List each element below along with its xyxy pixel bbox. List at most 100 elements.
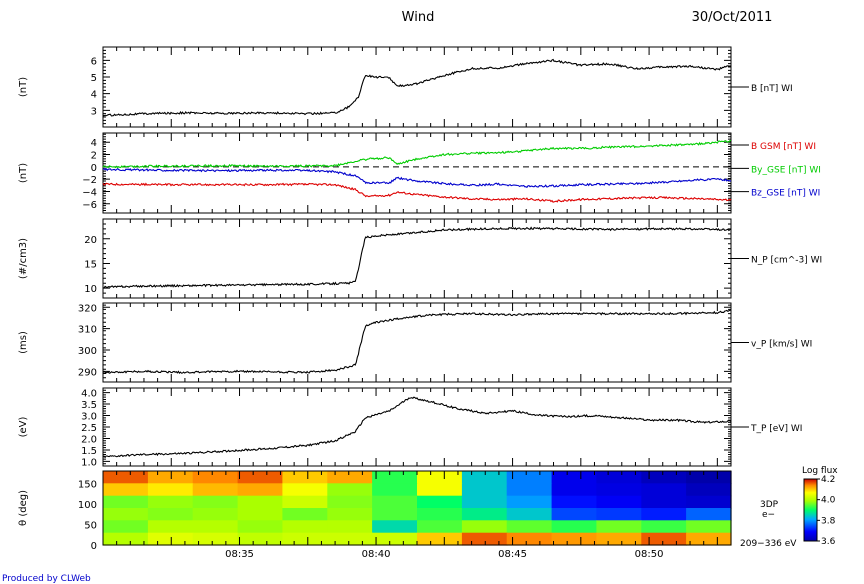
y-tick-label-2-1: 15 (84, 259, 97, 270)
heatmap-cell-1-10 (551, 483, 598, 497)
y-axis-label-4: (eV) (18, 417, 29, 438)
instrument-label: 3DP (760, 500, 779, 510)
y-tick-label-4-2: 2.0 (81, 434, 97, 445)
heatmap-cell-5-5 (327, 532, 373, 546)
y-tick-label-1-2: −2 (82, 175, 97, 186)
species-label: e− (762, 510, 775, 520)
heatmap-cell-1-8 (461, 483, 508, 497)
heatmap-cell-0-0 (103, 471, 149, 484)
y-axis-label-0: (nT) (18, 77, 29, 97)
time-tick-label-0: 08:35 (225, 549, 254, 560)
panel-frame-3 (102, 302, 732, 383)
panel-y-ticks-3 (103, 304, 731, 383)
heatmap-cell-4-4 (282, 520, 328, 534)
time-tick-label-2: 08:45 (498, 549, 527, 560)
heatmap-cell-3-10 (551, 508, 598, 521)
heatmap-cell-4-12 (641, 520, 687, 534)
heatmap-cell-1-5 (327, 483, 373, 497)
legend-label-1-1: By_GSE [nT] WI (751, 165, 821, 175)
heatmap-cell-2-5 (327, 495, 373, 509)
heatmap-cell-1-9 (506, 483, 553, 497)
heatmap-cell-3-2 (192, 508, 239, 521)
panel-time-ticks-1 (102, 133, 732, 213)
heatmap-cell-5-12 (641, 532, 687, 546)
series-line-1-2 (102, 167, 732, 189)
y-axis-label-3: (ms) (18, 331, 29, 354)
heatmap-cell-0-3 (237, 471, 284, 484)
y-tick-label-2-0: 10 (84, 284, 97, 295)
heatmap-cell-3-9 (506, 508, 553, 521)
panel-y-ticks-4 (103, 387, 731, 467)
heatmap-cell-3-0 (103, 508, 149, 521)
y-tick-label-0-0: 3 (91, 106, 97, 117)
heatmap-cell-2-7 (417, 495, 463, 509)
heatmap-cell-5-1 (147, 532, 194, 546)
heatmap-cell-2-0 (103, 495, 149, 509)
heatmap-cell-5-0 (103, 532, 149, 546)
heatmap-cell-0-13 (686, 471, 732, 484)
energy-range-label: 209−336 eV (740, 539, 797, 549)
y-tick-label-5-0: 0 (91, 541, 97, 552)
legend-label-2-0: N_P [cm^-3] WI (751, 256, 822, 266)
heatmap-cell-4-2 (192, 520, 239, 534)
heatmap-cell-3-7 (417, 508, 463, 521)
heatmap-cell-2-2 (192, 495, 239, 509)
colorbar (803, 478, 818, 542)
heatmap-cell-0-2 (192, 471, 239, 484)
legend-label-1-0: B GSM [nT] WI (751, 142, 816, 152)
heatmap-cell-1-1 (147, 483, 194, 497)
panel-y-ticks-0 (103, 46, 731, 128)
panel-time-ticks-0 (102, 47, 732, 127)
heatmap-cell-4-5 (327, 520, 373, 534)
legend-label-3-0: v_P [km/s] WI (751, 340, 812, 350)
legend-label-0-0: B [nT] WI (751, 84, 793, 94)
heatmap-cell-2-4 (282, 495, 328, 509)
heatmap-cell-3-4 (282, 508, 328, 521)
heatmap-cell-0-6 (372, 471, 418, 484)
heatmap-cell-4-13 (686, 520, 732, 534)
heatmap-cell-3-1 (147, 508, 194, 521)
y-tick-label-0-2: 5 (91, 73, 97, 84)
heatmap-cell-3-3 (237, 508, 284, 521)
series-line-1-1 (102, 140, 731, 169)
panel-time-ticks-4 (102, 388, 732, 466)
y-tick-label-4-4: 3.0 (81, 412, 97, 423)
y-tick-label-4-6: 4.0 (81, 389, 97, 400)
y-tick-label-5-2: 100 (78, 500, 97, 511)
heatmap-cell-3-8 (461, 508, 508, 521)
panel-time-ticks-3 (102, 303, 732, 382)
y-tick-label-4-1: 1.5 (81, 446, 97, 457)
heatmap-cell-1-7 (417, 483, 463, 497)
heatmap-cell-2-3 (237, 495, 284, 509)
heatmap-cell-3-12 (641, 508, 687, 521)
y-tick-label-3-2: 310 (78, 325, 97, 336)
heatmap-cell-4-8 (461, 520, 508, 534)
y-tick-label-1-4: 2 (91, 151, 97, 162)
produced-by-credit: Produced by CLWeb (2, 574, 91, 584)
heatmap-cell-1-13 (686, 483, 732, 497)
y-tick-label-1-0: −6 (82, 200, 97, 211)
heatmap-cell-4-1 (147, 520, 194, 534)
series-line-3-0 (102, 309, 732, 374)
panel-frame-1 (102, 132, 732, 214)
colorbar-tick-label-2: 3.8 (821, 516, 836, 526)
y-tick-label-4-5: 3.5 (81, 400, 97, 411)
heatmap-cell-1-0 (103, 483, 149, 497)
heatmap-cell-1-6 (372, 483, 418, 497)
heatmap-cell-4-11 (596, 520, 642, 534)
y-tick-label-1-3: 0 (91, 163, 97, 174)
heatmap-cell-4-6 (372, 520, 418, 534)
heatmap-cell-4-3 (237, 520, 284, 534)
panel-frame-4 (102, 387, 732, 467)
y-tick-label-5-1: 50 (84, 520, 97, 531)
series-line-2-0 (102, 226, 732, 289)
heatmap-cell-0-10 (551, 471, 598, 484)
heatmap-cell-5-13 (686, 532, 732, 546)
colorbar-title: Log flux (802, 466, 838, 476)
figure-date: 30/Oct/2011 (692, 10, 773, 25)
heatmap-cell-5-3 (237, 532, 284, 546)
heatmap-cell-1-2 (192, 483, 239, 497)
y-tick-label-4-0: 1.0 (81, 457, 97, 468)
y-tick-label-0-3: 6 (91, 56, 97, 67)
